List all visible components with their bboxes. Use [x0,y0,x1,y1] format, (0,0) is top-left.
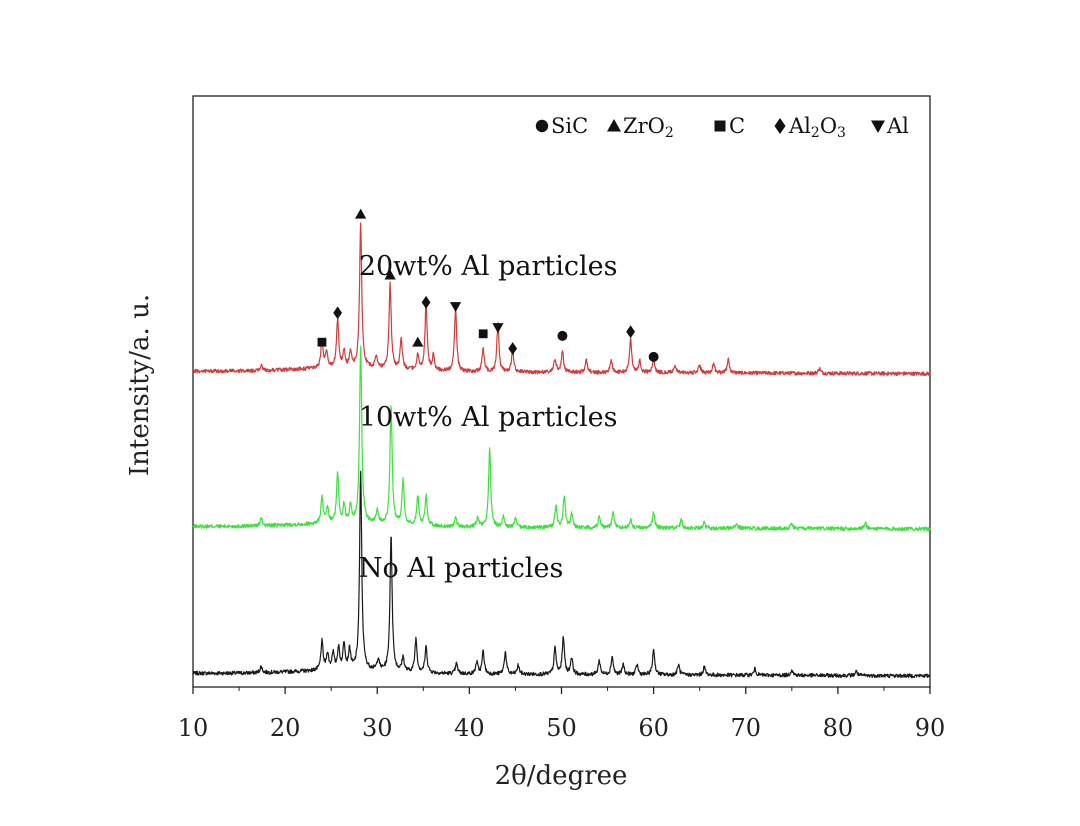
series-label: 20wt% Al particles [359,251,618,282]
legend-label: Al [886,114,909,138]
peak-marker-diamond [421,295,431,309]
peak-marker-square [478,329,488,339]
peak-marker-triangle-down [449,302,462,313]
legend-triangle-down-icon [871,120,885,133]
x-tick-label: 90 [915,714,946,742]
x-tick-label: 20 [270,714,301,742]
x-tick-label: 30 [362,714,393,742]
legend-label: Al2O3 [788,114,846,141]
legend-square-icon [714,120,726,132]
legend-label: ZrO2 [623,114,674,141]
series-label: 10wt% Al particles [359,402,618,433]
legend: SiC ZrO2 C Al2O3 Al [535,114,909,141]
peak-marker-square [317,337,327,347]
x-tick-label: 80 [823,714,854,742]
series-line-2 [192,222,931,377]
y-axis-title: Intensity/a. u. [125,294,155,476]
peak-marker-circle [557,330,568,341]
peak-marker-triangle-down [492,323,504,334]
x-tick-label: 60 [638,714,669,742]
plot-frame [192,95,931,688]
x-tick-label: 10 [178,714,209,742]
peak-marker-triangle-up [412,336,424,347]
peak-markers [317,208,659,362]
legend-label: SiC [551,114,588,138]
legend-diamond-icon [774,118,786,134]
series-label: No Al particles [359,553,564,584]
x-axis-title: 2θ/degree [495,761,628,791]
legend-circle-icon [535,119,549,133]
series-lines [192,222,931,679]
peak-marker-circle [648,351,659,362]
legend-triangle-up-icon [607,119,621,132]
legend-label: C [729,114,745,138]
x-axis-ticks: 10 20 30 40 50 60 70 80 90 [178,687,946,742]
x-tick-label: 70 [730,714,761,742]
peak-marker-triangle-up [355,208,367,219]
peak-marker-diamond [333,306,343,320]
x-tick-label: 50 [546,714,577,742]
peak-marker-triangle-up [384,269,396,280]
series-line-1 [192,345,931,532]
series-labels: 20wt% Al particles 10wt% Al particles No A… [359,251,618,584]
series-line-0 [192,470,931,679]
peak-marker-diamond [626,325,635,339]
x-tick-label: 40 [454,714,485,742]
peak-marker-diamond [508,342,518,355]
